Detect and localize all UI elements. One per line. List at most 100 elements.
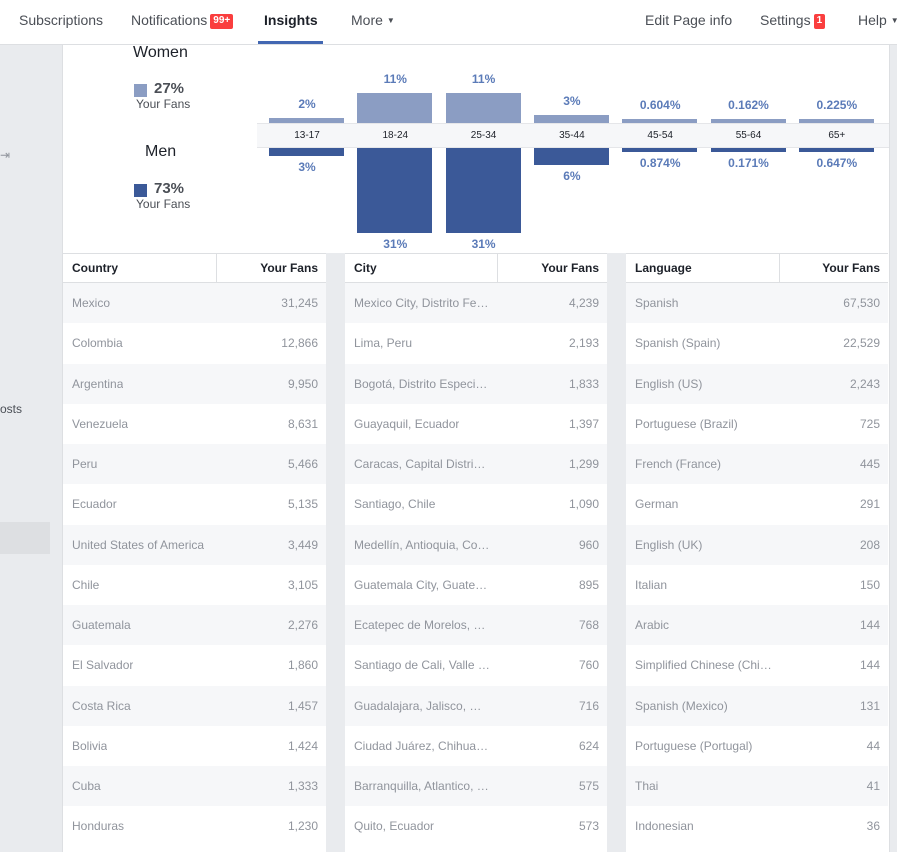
men-pct: 73% xyxy=(154,180,185,197)
table-row: German 291 xyxy=(626,484,888,524)
your-fans-column-header[interactable]: Your Fans xyxy=(822,261,880,275)
men-value-label: 0.874% xyxy=(639,156,681,170)
fans-count-cell: 760 xyxy=(578,658,599,673)
table-row: Barranquilla, Atlantico, … 575 xyxy=(345,766,607,807)
fans-count-cell: 445 xyxy=(859,457,880,471)
language-name-cell: Spanish xyxy=(635,296,679,310)
table-row: Venezuela 8,631 xyxy=(63,404,326,444)
language-name-cell: Arabic xyxy=(635,618,670,632)
city-name-cell: Santiago de Cali, Valle … xyxy=(354,658,490,673)
table-row: Caracas, Capital Distri… 1,299 xyxy=(345,444,607,485)
fans-count-cell: 22,529 xyxy=(843,336,880,351)
settings-badge: 1 xyxy=(813,14,826,29)
nav-insights[interactable]: Insights xyxy=(264,12,318,28)
nav-more[interactable]: More ▼ xyxy=(351,0,395,45)
fans-count-cell: 12,866 xyxy=(281,336,318,351)
women-label: Women xyxy=(133,44,188,61)
notifications-badge: 99+ xyxy=(210,14,234,29)
fans-count-cell: 67,530 xyxy=(843,296,880,310)
fans-count-cell: 8,631 xyxy=(287,416,318,431)
language-name-cell: Spanish (Spain) xyxy=(635,336,721,351)
your-fans-column-header[interactable]: Your Fans xyxy=(260,261,318,275)
fans-count-cell: 960 xyxy=(578,537,599,552)
country-column-header[interactable]: Country xyxy=(63,254,217,283)
fans-count-cell: 31,245 xyxy=(281,296,318,310)
nav-edit-page-info[interactable]: Edit Page info xyxy=(645,12,733,28)
fans-count-cell: 41 xyxy=(866,779,880,793)
men-bar-45-54[interactable] xyxy=(622,148,698,152)
language-table-body: Spanish 67,530 Spanish (Spain) 22,529 Englis… xyxy=(626,283,888,847)
table-row: English (UK) 208 xyxy=(626,524,888,565)
women-value-label: 11% xyxy=(383,71,407,86)
language-table-header: Language Your Fans xyxy=(626,253,888,283)
nav-help[interactable]: Help ▼ xyxy=(858,0,897,45)
men-bar-65+[interactable] xyxy=(798,148,874,152)
women-bar-45-54[interactable] xyxy=(622,119,698,123)
fans-count-cell: 2,193 xyxy=(568,336,599,351)
nav-settings[interactable]: Settings 1 xyxy=(760,0,826,45)
fans-count-cell: 1,397 xyxy=(568,416,599,431)
country-name-cell: Chile xyxy=(72,577,100,592)
language-name-cell: Portuguese (Brazil) xyxy=(635,416,738,431)
women-pct: 27% xyxy=(154,80,185,97)
table-row: Guatemala 2,276 xyxy=(63,605,326,646)
fans-count-cell: 144 xyxy=(859,618,880,632)
sidebar-item-selected[interactable] xyxy=(0,522,50,554)
fans-count-cell: 1,333 xyxy=(287,779,318,793)
women-bar-55-64[interactable] xyxy=(710,119,786,123)
country-name-cell: Colombia xyxy=(72,336,123,351)
table-row: Argentina 9,950 xyxy=(63,363,326,404)
city-column-header[interactable]: City xyxy=(345,254,498,283)
language-column-header[interactable]: Language xyxy=(626,254,780,283)
fans-count-cell: 573 xyxy=(578,819,599,834)
age-tick-label: 25-34 xyxy=(470,130,497,141)
women-bar-65+[interactable] xyxy=(798,119,874,123)
women-swatch xyxy=(134,84,147,97)
table-gutter xyxy=(326,253,345,852)
fans-count-cell: 3,449 xyxy=(287,537,318,552)
fans-count-cell: 1,457 xyxy=(287,698,318,713)
country-name-cell: United States of America xyxy=(72,537,205,552)
table-row: Colombia 12,866 xyxy=(63,323,326,363)
table-row: Guadalajara, Jalisco, … 716 xyxy=(345,685,607,726)
fans-count-cell: 44 xyxy=(866,738,880,753)
nav-notifications[interactable]: Notifications 99+ xyxy=(131,0,234,45)
table-row: Portuguese (Brazil) 725 xyxy=(626,404,888,444)
table-row: Lima, Peru 2,193 xyxy=(345,323,607,363)
table-row: Ecatepec de Morelos, … 768 xyxy=(345,605,607,646)
sidebar-item-posts[interactable]: osts xyxy=(0,402,23,416)
men-bar-25-34[interactable] xyxy=(445,148,521,234)
country-table: Country Your Fans Mexico 31,245 Colombia 12,8… xyxy=(63,253,326,847)
table-row: Indonesian 36 xyxy=(626,806,888,846)
table-row: Spanish (Mexico) 131 xyxy=(626,685,888,726)
language-name-cell: Portuguese (Portugal) xyxy=(635,738,753,753)
men-bar-35-44[interactable] xyxy=(533,148,609,165)
city-name-cell: Bogotá, Distrito Especi… xyxy=(354,376,488,391)
country-name-cell: Guatemala xyxy=(72,618,131,632)
active-tab-indicator xyxy=(258,41,323,44)
city-name-cell: Guayaquil, Ecuador xyxy=(354,416,460,431)
men-bar-18-24[interactable] xyxy=(357,148,433,234)
men-bar-55-64[interactable] xyxy=(710,148,786,152)
city-name-cell: Guadalajara, Jalisco, … xyxy=(354,698,482,713)
women-value-label: 0.604% xyxy=(639,98,681,112)
fans-count-cell: 36 xyxy=(866,819,880,834)
language-name-cell: Spanish (Mexico) xyxy=(635,698,728,713)
your-fans-column-header[interactable]: Your Fans xyxy=(541,261,599,275)
caret-down-icon: ▼ xyxy=(890,16,897,25)
men-bar-13-17[interactable] xyxy=(269,148,344,157)
city-name-cell: Guatemala City, Guate… xyxy=(354,577,488,592)
women-bar-13-17[interactable] xyxy=(269,117,344,123)
men-value-label: 0.647% xyxy=(816,156,858,170)
arrow-in-icon[interactable]: ⇥ xyxy=(0,148,11,162)
country-name-cell: Mexico xyxy=(72,296,111,310)
women-bar-18-24[interactable] xyxy=(357,92,433,123)
country-name-cell: El Salvador xyxy=(72,658,134,673)
table-row: Mexico 31,245 xyxy=(63,283,326,324)
table-row: Medellín, Antioquia, Co… 960 xyxy=(345,524,607,565)
fans-count-cell: 575 xyxy=(578,779,599,793)
nav-subscriptions[interactable]: Subscriptions xyxy=(19,12,104,28)
table-row: Santiago, Chile 1,090 xyxy=(345,484,607,524)
women-bar-25-34[interactable] xyxy=(445,92,521,123)
women-bar-35-44[interactable] xyxy=(533,114,609,123)
